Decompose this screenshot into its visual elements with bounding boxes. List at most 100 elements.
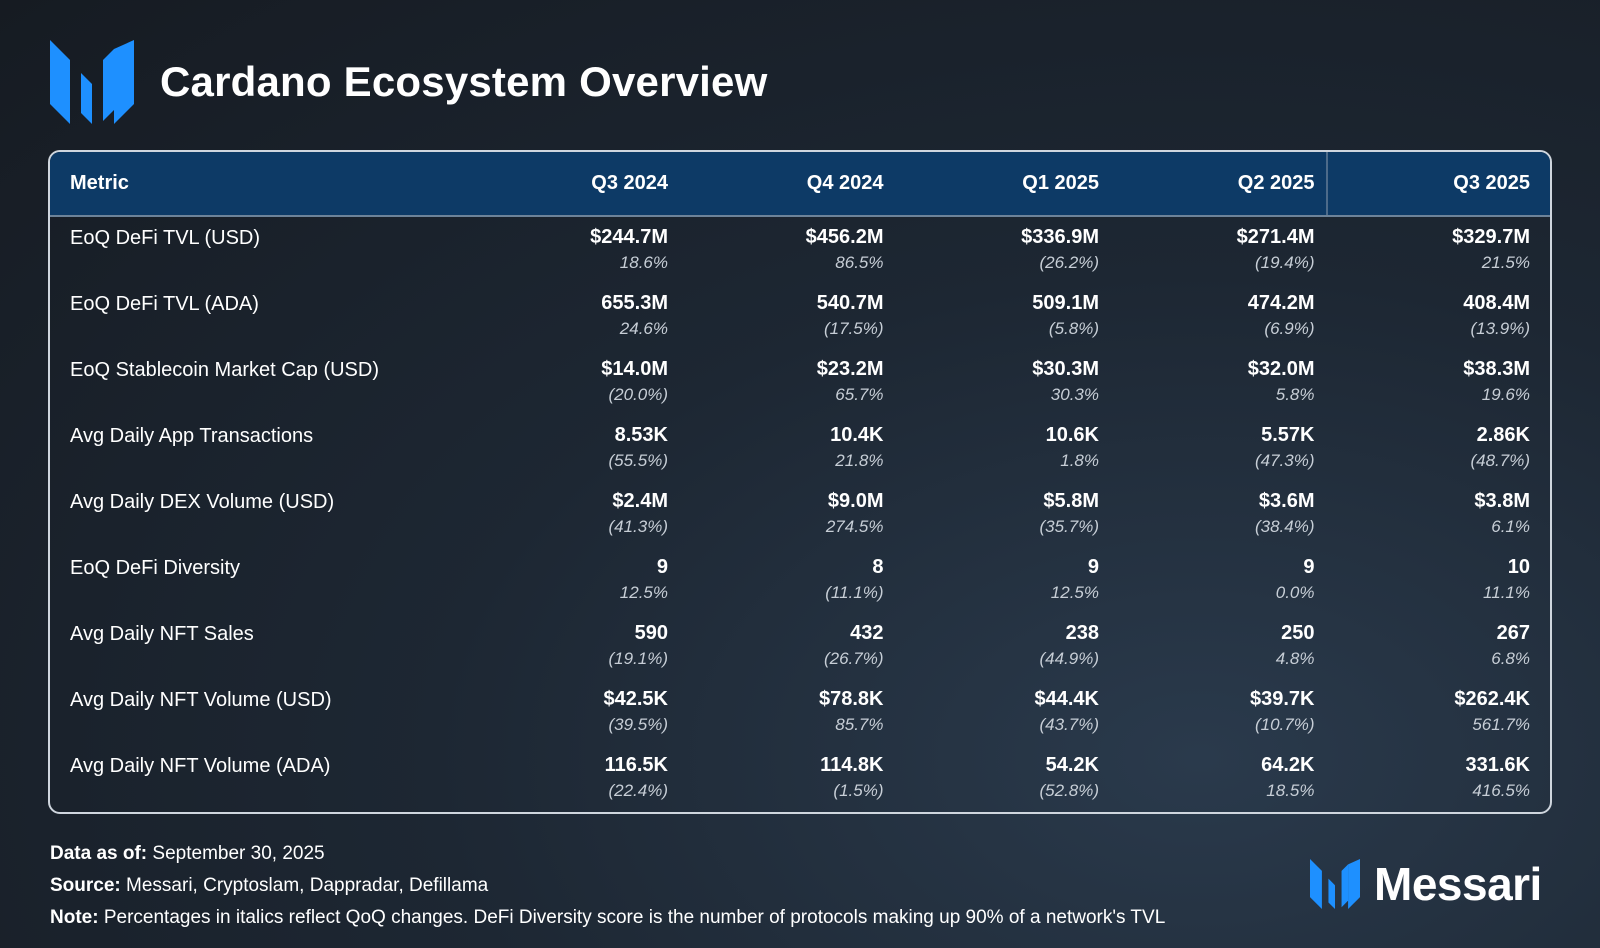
metric-cell: $78.8K 85.7% [688,687,904,745]
metric-value: $14.0M [601,358,668,380]
qoq-change: (19.4%) [1254,253,1315,272]
qoq-change: 18.6% [619,253,668,272]
qoq-change: (5.8%) [1048,319,1099,338]
qoq-change: 1.8% [1060,451,1099,470]
metric-cell: 2.86K (48.7%) [1335,423,1551,481]
metric-value: $262.4K [1454,688,1530,710]
metric-cell: 10.6K 1.8% [904,423,1120,481]
metric-cell: 9 12.5% [904,555,1120,613]
metric-name: EoQ Stablecoin Market Cap (USD) [70,359,380,381]
metric-value: $78.8K [819,688,884,710]
metric-cell: 9 12.5% [473,555,689,613]
metric-name: Avg Daily NFT Sales [70,623,254,645]
metric-name: Avg Daily NFT Volume (ADA) [70,755,331,777]
metric-value: $38.3M [1463,358,1530,380]
qoq-change: (52.8%) [1039,781,1099,800]
metric-value: 2.86K [1476,424,1530,446]
qoq-change: 12.5% [1050,583,1099,602]
source-value: Messari, Cryptoslam, Dappradar, Defillam… [126,875,489,896]
qoq-change: (17.5%) [823,319,884,338]
metric-cell: 9 0.0% [1119,555,1335,613]
metric-cell: 116.5K (22.4%) [473,753,689,811]
qoq-change: 21.8% [835,451,884,470]
metric-cell: $244.7M 18.6% [473,225,689,283]
metric-cell: $5.8M (35.7%) [904,489,1120,547]
metric-name: Avg Daily App Transactions [70,425,314,447]
column-header-q2-2025: Q2 2025 [1237,172,1315,194]
column-header-q4-2024: Q4 2024 [806,172,884,194]
qoq-change: (35.7%) [1039,517,1099,536]
qoq-change: (11.1%) [825,583,884,602]
metric-name: Avg Daily DEX Volume (USD) [70,491,335,513]
metric-cell: $23.2M 65.7% [688,357,904,415]
qoq-change: (26.2%) [1039,253,1099,272]
metric-value: $329.7M [1452,226,1530,248]
metric-cell: 474.2M (6.9%) [1119,291,1335,349]
metric-value: $3.6M [1258,490,1315,512]
metric-value: 8 [872,556,884,578]
qoq-change: (48.7%) [1470,451,1530,470]
footer-notes: Data as of: September 30, 2025 Source: M… [50,838,1165,934]
metric-value: 10.6K [1045,424,1099,446]
metric-value: 5.57K [1261,424,1315,446]
metric-cell: $14.0M (20.0%) [473,357,689,415]
metric-value: $42.5K [603,688,669,710]
metric-value: 54.2K [1045,754,1099,776]
qoq-change: (44.9%) [1039,649,1099,668]
qoq-change: 30.3% [1050,385,1099,404]
metric-value: 238 [1065,622,1099,644]
metric-value: $271.4M [1236,226,1315,248]
qoq-change: 65.7% [835,385,884,404]
metric-value: 250 [1281,622,1315,644]
metric-value: 432 [850,622,884,644]
metric-value: $2.4M [612,490,668,512]
qoq-change: 4.8% [1275,649,1315,668]
table-header: Metric Q3 2024 Q4 2024 Q1 2025 Q2 2025 Q… [50,152,1550,217]
qoq-change: (6.9%) [1264,319,1315,338]
qoq-change: 6.1% [1491,517,1530,536]
qoq-change: (20.0%) [608,385,668,404]
metric-value: 8.53K [614,424,668,446]
metric-name: Avg Daily NFT Volume (USD) [70,689,332,711]
qoq-change: 561.7% [1472,715,1530,734]
metric-cell: $2.4M (41.3%) [473,489,689,547]
qoq-change: 21.5% [1481,253,1530,272]
note-label: Note: [50,907,99,928]
qoq-change: (38.4%) [1254,517,1315,536]
metrics-table: Metric Q3 2024 Q4 2024 Q1 2025 Q2 2025 Q… [48,150,1552,814]
metric-value: 9 [1087,556,1099,578]
note-line: Note: Percentages in italics reflect QoQ… [50,902,1165,934]
table-row: Avg Daily NFT Sales 590 (19.1%) 432 (26.7%) 2… [50,613,1550,679]
table-row: EoQ DeFi TVL (USD) $244.7M 18.6% $456.2M 86.… [50,217,1550,283]
metric-value: 9 [1303,556,1315,578]
column-header-q3-2024: Q3 2024 [591,172,668,194]
metric-cell: 250 4.8% [1119,621,1335,679]
metric-value: $44.4K [1034,688,1100,710]
metric-cell: $9.0M 274.5% [688,489,904,547]
table-row: EoQ DeFi Diversity 9 12.5% 8 (11.1%) 9 12.5% 9 0… [50,547,1550,613]
metric-cell: 64.2K 18.5% [1119,753,1335,811]
metric-cell: 54.2K (52.8%) [904,753,1120,811]
metric-cell: $3.8M 6.1% [1335,489,1551,547]
metric-cell: $456.2M 86.5% [688,225,904,283]
metric-cell: 267 6.8% [1335,621,1551,679]
metric-value: 474.2M [1247,292,1315,314]
qoq-change: 416.5% [1472,781,1530,800]
metric-value: $336.9M [1021,226,1099,248]
metric-cell: $44.4K (43.7%) [904,687,1120,745]
metric-value: 114.8K [820,754,884,776]
metric-cell: 114.8K (1.5%) [688,753,904,811]
qoq-change: (39.5%) [608,715,668,734]
data-as-of-label: Data as of: [50,843,148,864]
metric-cell: $336.9M (26.2%) [904,225,1120,283]
qoq-change: (26.7%) [823,649,884,668]
metric-value: 331.6K [1465,754,1531,776]
metric-value: $23.2M [816,358,884,380]
qoq-change: 11.1% [1483,583,1530,602]
qoq-change: 6.8% [1491,649,1530,668]
metric-cell: $39.7K (10.7%) [1119,687,1335,745]
messari-logo-icon [1310,859,1360,909]
metric-value: 116.5K [604,754,668,776]
qoq-change: 19.6% [1481,385,1530,404]
page-title: Cardano Ecosystem Overview [160,58,768,105]
